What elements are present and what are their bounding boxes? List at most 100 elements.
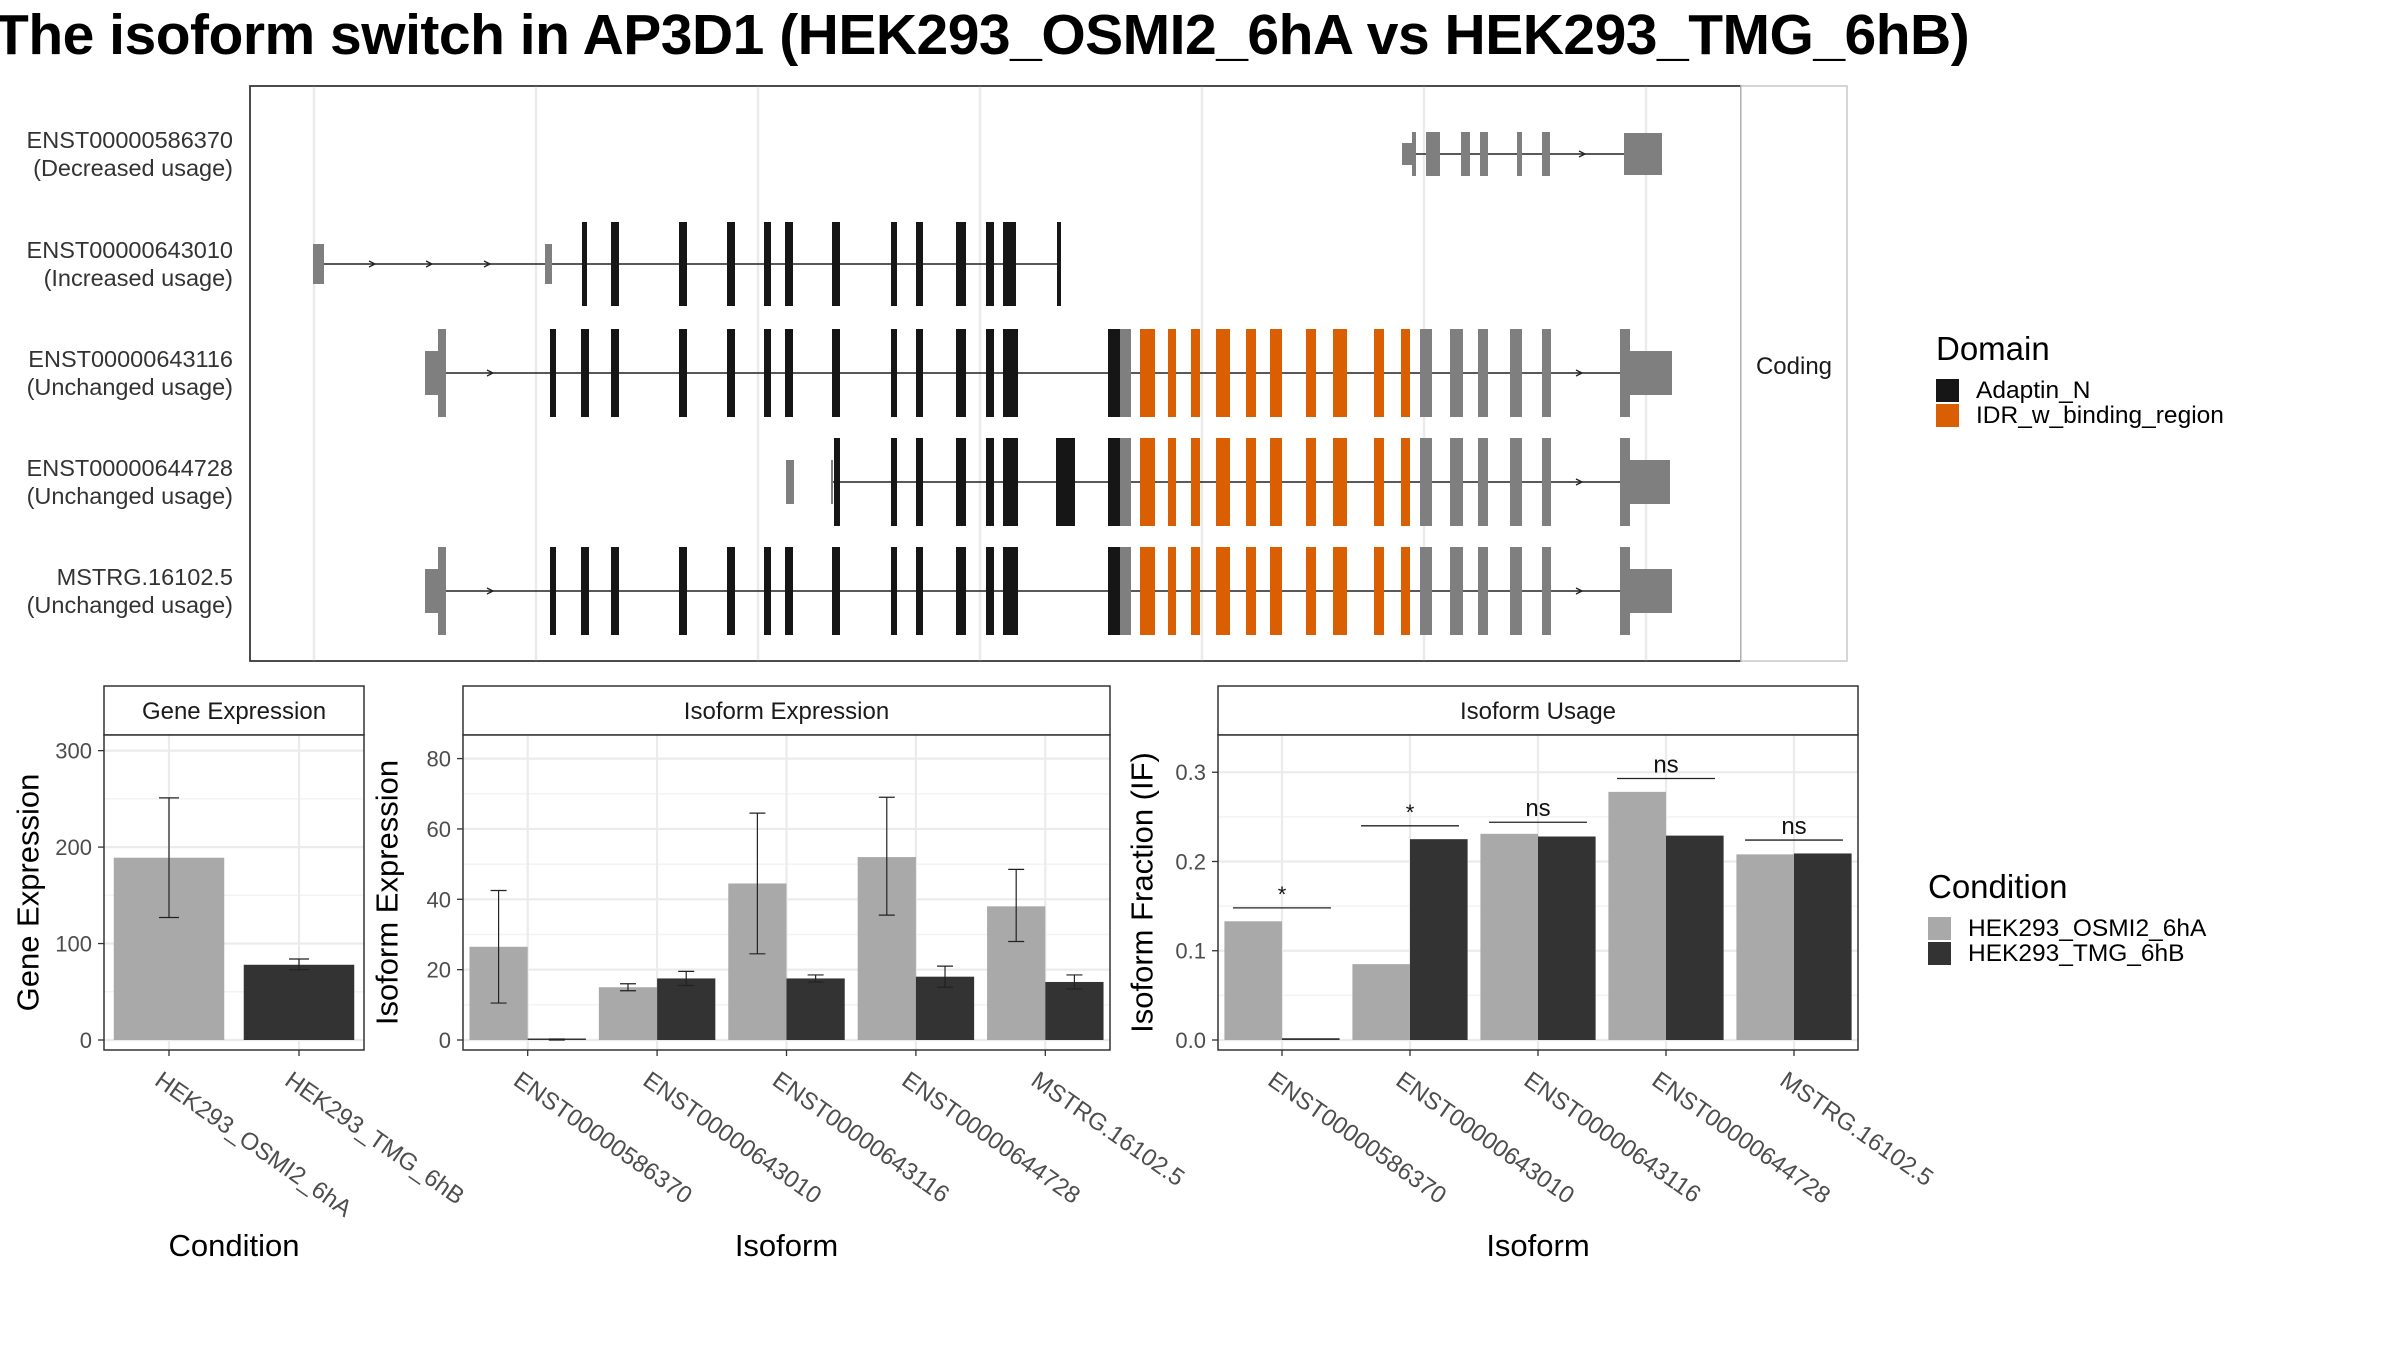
bar-tmg bbox=[657, 978, 716, 1040]
adaptin-n-exon bbox=[550, 329, 556, 417]
legend-label-adaptin: Adaptin_N bbox=[1976, 376, 2091, 404]
adaptin-n-exon bbox=[679, 547, 687, 635]
facet-strip-label: Isoform Usage bbox=[1460, 698, 1616, 725]
adaptin-n-exon bbox=[727, 222, 735, 306]
adaptin-n-exon bbox=[916, 222, 923, 306]
noncoding-exon bbox=[1542, 329, 1551, 417]
facet-strip bbox=[1217, 685, 1859, 736]
bar-tmg bbox=[1045, 981, 1104, 1040]
adaptin-n-exon bbox=[986, 222, 994, 306]
noncoding-exon bbox=[1120, 547, 1131, 635]
noncoding-exon bbox=[1120, 329, 1131, 417]
significance-label: * bbox=[1278, 882, 1287, 907]
strand-arrow bbox=[1575, 369, 1584, 377]
transcript-usage-label: (Unchanged usage) bbox=[27, 374, 233, 400]
adaptin-n-exon bbox=[891, 547, 897, 635]
idr-exon bbox=[1246, 438, 1256, 526]
bar-osmi2 bbox=[1608, 791, 1666, 1040]
adaptin-n-exon bbox=[785, 547, 793, 635]
transcript-id-label: ENST00000586370 bbox=[27, 127, 233, 153]
noncoding-exon bbox=[1542, 438, 1551, 526]
idr-exon bbox=[1333, 547, 1347, 635]
x-axis-title: Isoform bbox=[735, 1228, 838, 1263]
strand-arrow bbox=[368, 260, 377, 268]
noncoding-exon bbox=[1120, 438, 1131, 526]
legend-item-idr: IDR_w_binding_region bbox=[1936, 402, 2224, 429]
noncoding-exon bbox=[1478, 438, 1488, 526]
adaptin-n-exon bbox=[956, 438, 966, 526]
idr-exon bbox=[1374, 329, 1384, 417]
noncoding-exon bbox=[313, 244, 324, 284]
adaptin-n-exon bbox=[956, 222, 966, 306]
adaptin-n-exon bbox=[727, 329, 735, 417]
transcript-id-label: ENST00000643010 bbox=[27, 237, 233, 263]
noncoding-exon bbox=[1624, 133, 1662, 175]
x-axis-title: Condition bbox=[169, 1228, 300, 1263]
bar-tmg bbox=[1666, 835, 1724, 1040]
x-axis-title: Isoform bbox=[1486, 1228, 1589, 1263]
noncoding-exon bbox=[1517, 132, 1522, 176]
transcript-row bbox=[313, 222, 1061, 306]
noncoding-exon bbox=[1630, 351, 1672, 395]
idr-swatch bbox=[1936, 404, 1959, 427]
adaptin-n-exon bbox=[986, 438, 994, 526]
adaptin-n-exon bbox=[916, 547, 923, 635]
strand-arrow bbox=[486, 369, 495, 377]
y-tick-label: 0 bbox=[80, 1028, 92, 1053]
adaptin-n-exon bbox=[679, 222, 687, 306]
transcript-id-label: ENST00000643116 bbox=[28, 346, 233, 372]
bar-tmg bbox=[786, 978, 845, 1040]
bar-osmi2 bbox=[1224, 921, 1282, 1040]
domain-legend-title: Domain bbox=[1936, 330, 2050, 367]
noncoding-exon bbox=[786, 460, 794, 504]
bar-tmg bbox=[1794, 853, 1852, 1040]
chart-panel-2: Isoform Usage** nsnsns0.00.10.20.3ENST000… bbox=[1125, 685, 1938, 1263]
figure-title: The isoform switch in AP3D1 (HEK293_OSMI… bbox=[0, 3, 1970, 67]
idr-exon bbox=[1333, 329, 1347, 417]
idr-exon bbox=[1246, 329, 1256, 417]
adaptin-n-exon bbox=[916, 329, 923, 417]
adaptin-n-exon bbox=[832, 547, 840, 635]
noncoding-exon bbox=[1420, 547, 1432, 635]
bar-tmg bbox=[1282, 1038, 1340, 1040]
condition-legend: Condition HEK293_OSMI2_6hA HEK293_TMG_6h… bbox=[1928, 868, 2206, 967]
adaptin-n-exon bbox=[834, 438, 840, 526]
adaptin-n-exon bbox=[727, 547, 735, 635]
noncoding-exon bbox=[1630, 460, 1670, 504]
y-tick-label: 0.1 bbox=[1175, 939, 1206, 964]
idr-exon bbox=[1216, 438, 1230, 526]
adaptin-n-exon bbox=[550, 547, 556, 635]
idr-exon bbox=[1216, 329, 1230, 417]
idr-exon bbox=[1374, 547, 1384, 635]
y-tick-label: 0.3 bbox=[1175, 760, 1206, 785]
y-tick-label: 0 bbox=[439, 1028, 451, 1053]
adaptin-n-exon bbox=[581, 547, 589, 635]
bar-tmg bbox=[1538, 836, 1596, 1040]
idr-exon bbox=[1333, 438, 1347, 526]
adaptin-n-exon bbox=[832, 222, 840, 306]
chart-panel-1: Isoform Expression020406080ENST000005863… bbox=[370, 685, 1189, 1263]
idr-exon bbox=[1401, 329, 1410, 417]
adaptin-n-exon bbox=[832, 329, 840, 417]
legend-item-tmg: HEK293_TMG_6hB bbox=[1928, 939, 2206, 967]
adaptin-n-exon bbox=[679, 329, 687, 417]
noncoding-exon bbox=[1478, 329, 1488, 417]
noncoding-exon bbox=[1542, 547, 1551, 635]
legend-item-osmi2: HEK293_OSMI2_6hA bbox=[1928, 915, 2206, 942]
bar-tmg bbox=[1410, 839, 1468, 1040]
transcript-row bbox=[425, 547, 1672, 635]
transcript-row bbox=[425, 329, 1672, 417]
legend-label-tmg: HEK293_TMG_6hB bbox=[1968, 939, 2185, 967]
strand-arrow bbox=[1575, 478, 1584, 486]
idr-exon bbox=[1270, 438, 1282, 526]
idr-exon bbox=[1140, 329, 1155, 417]
noncoding-exon bbox=[831, 460, 833, 504]
idr-exon bbox=[1140, 547, 1155, 635]
adaptin-n-exon bbox=[1108, 438, 1120, 526]
y-tick-label: 200 bbox=[55, 835, 92, 860]
plot-border bbox=[103, 734, 365, 1051]
noncoding-exon bbox=[1420, 438, 1432, 526]
y-axis-title: Gene Expression bbox=[11, 774, 46, 1012]
noncoding-exon bbox=[1420, 329, 1432, 417]
